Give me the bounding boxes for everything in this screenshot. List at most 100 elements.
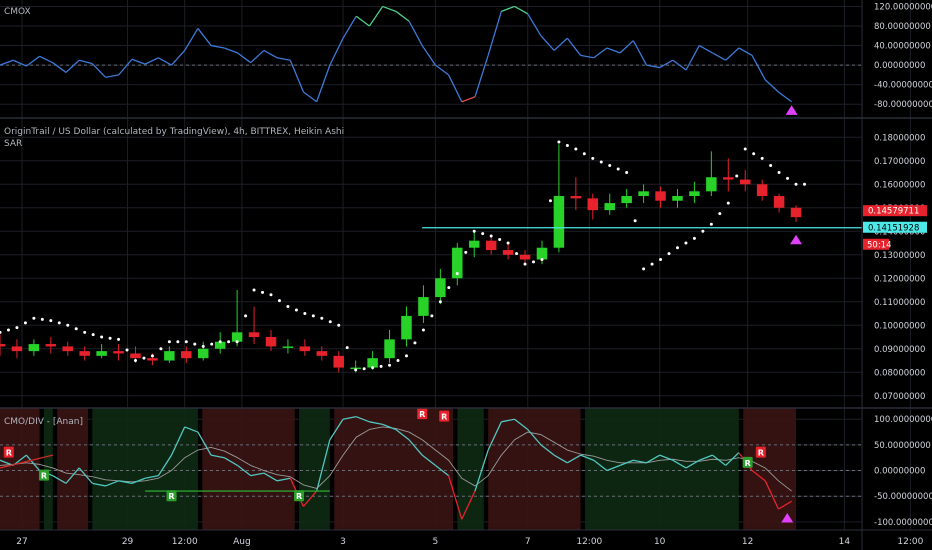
main-pane-title: OriginTrail / US Dollar (calculated by T… [4,127,344,137]
cmo-div-pane-title: CMO/DIV - [Anan] [4,417,83,427]
divergence-badge-bg [439,410,450,422]
cmo-line-segment [170,426,186,456]
divergence-signal-badge[interactable]: R [294,490,305,502]
divergence-badge-bg [755,446,766,458]
last-price-label: 0.14579711 [868,207,919,217]
divergence-signal-badge[interactable]: R [439,410,450,422]
cmo-line-segment [527,429,542,446]
sar-dot [235,340,239,344]
cmo-zone-red [57,408,88,530]
cmo-zone-green [584,408,739,530]
time-tick-label: 27 [16,537,27,547]
time-axis[interactable]: 27 29 12:00 Aug 3 5 7 12:00 10 12 14 12:00 [16,537,923,547]
cmox-line-segment [725,47,740,61]
cmo-line-segment [421,454,436,466]
sar-dot [760,156,764,160]
cmo-line-segment [237,464,252,477]
cmox-line-segment [289,59,305,93]
cmo-zone-red [202,408,295,530]
candle-body [706,177,717,192]
candle-body [502,250,514,255]
cmox-line-segment [408,20,423,46]
divergence-signal-badge[interactable]: R [755,446,766,458]
cmox-line-segment [144,57,159,65]
divergence-signal-badge[interactable]: R [38,469,49,481]
cmox-line-segment [303,91,318,103]
sar-dot [786,176,790,180]
divergence-badge-bg [417,408,428,420]
sar-dot [252,288,256,292]
plot-area[interactable]: RRR RR RRR [0,5,862,523]
cmox-line-segment [118,58,133,76]
sar-dot [413,341,417,345]
cmox-line-segment [52,62,67,73]
sar-dot [557,140,561,144]
cmo-line-segment [501,418,515,423]
cmox-line-segment [263,49,278,59]
cmox-line-segment [580,54,594,59]
candle-body [181,351,192,359]
sar-dot [548,199,552,203]
candle-body [435,278,446,298]
candle-body [638,191,649,197]
sar-dot [142,356,146,360]
cmox-line-segment [421,45,436,66]
candle-body [197,348,209,359]
divergence-signal-badge[interactable]: R [166,490,177,502]
sar-dot [540,257,544,261]
cmo-div-zones [0,408,797,530]
sar-dot [599,160,603,164]
candle-body [265,337,277,347]
cmo-line-segment [329,418,344,441]
sar-dot [15,326,19,330]
cmox-line-segment [342,15,357,39]
cmox-line-segment [448,74,463,103]
sar-dot [777,171,781,175]
price-tick-label: 0.09000000 [874,345,925,355]
candle-body [418,297,429,316]
cmo-line-segment [474,449,489,492]
sar-dot [616,167,620,171]
candle-body [587,198,599,211]
cmo-line-segment [223,457,238,466]
sar-dot [49,319,53,323]
sar-dot [692,236,696,240]
cmox-line-segment [685,45,700,71]
divergence-signal-badge[interactable]: R [3,446,14,458]
candle-body [248,332,260,338]
cmo-line-segment [52,475,67,484]
sar-dot [218,340,222,344]
sar-dot [328,320,332,324]
divergence-signal-badge[interactable]: R [417,408,428,420]
divergence-signal-badge[interactable]: R [742,456,753,468]
cmox-line-segment [65,59,80,73]
cmo-zone-red [0,408,40,530]
candle-body [96,351,107,356]
cmo-line-segment [712,454,727,466]
cmo-line-segment [633,459,647,464]
cmo-line-segment [316,439,331,492]
bar-countdown-label: 50:14 [867,240,892,250]
sar-dot [718,212,722,216]
time-tick-label: 10 [654,537,666,547]
cmo-zone-green [299,408,330,530]
price-axes[interactable]: 120.00000000 80.00000000 40.00000000 0.0000… [874,2,932,527]
price-tick-label: 0.17000000 [874,157,925,167]
cmo-line-segment [210,454,225,459]
sar-dot [659,257,663,261]
cmo-line-segment [447,475,463,520]
sar-dot [184,340,188,344]
cmo-line-segment [764,480,780,510]
sar-dot [447,286,451,290]
cmox-line-segment [566,37,582,56]
sar-dot [498,238,502,241]
cmo-line-segment [263,472,278,482]
cmox-line-segment [540,35,555,51]
cmox-line-segment [329,37,344,66]
main-signal-marker [790,234,803,245]
sar-dot [354,368,358,372]
sar-dot [57,321,61,325]
divergence-badge-label: R [6,449,12,458]
last-price-badge: 0.14579711 [863,205,927,217]
